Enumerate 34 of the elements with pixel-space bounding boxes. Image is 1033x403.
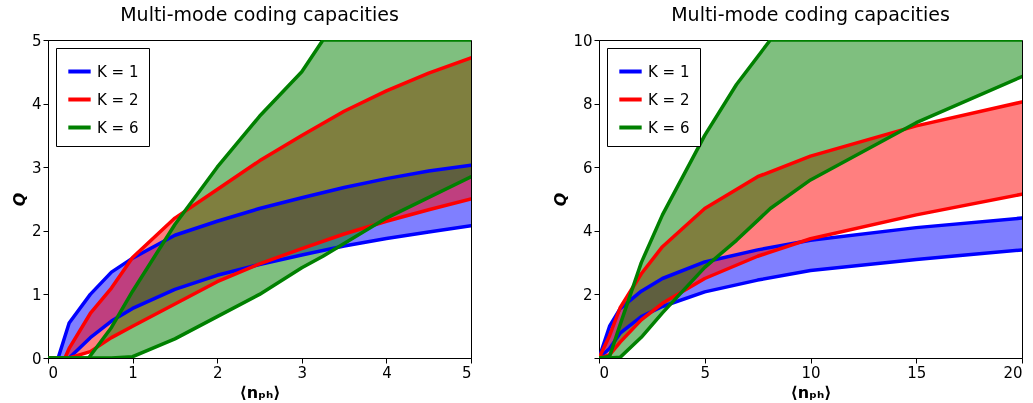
y-tick-label: 4 (31, 95, 42, 114)
y-tick-label: 5 (31, 31, 42, 50)
y-tick-label: 6 (582, 158, 593, 177)
y-axis-title: Q (551, 192, 571, 207)
x-tick-label: 1 (128, 363, 138, 382)
legend-label: K = 2 (97, 90, 139, 109)
legend-label: K = 1 (648, 62, 690, 81)
x-tick-label: 0 (48, 363, 59, 382)
x-tick-label: 5 (461, 363, 472, 382)
x-tick-label: 3 (297, 363, 308, 382)
y-tick-label: 2 (582, 285, 593, 304)
y-tick-label: 4 (582, 222, 593, 241)
x-tick-label: 5 (700, 363, 711, 382)
y-tick-label: 10 (573, 31, 593, 50)
y-tick-label: 1 (31, 285, 42, 304)
x-tick-label: 4 (382, 363, 392, 382)
y-tick-label: 3 (31, 158, 42, 177)
x-axis-title: ⟨nₚₕ⟩ (239, 382, 281, 402)
x-tick-label: 0 (599, 363, 610, 382)
x-axis-title: ⟨nₚₕ⟩ (790, 382, 832, 402)
y-axis-title: Q (9, 192, 29, 207)
x-tick-label: 15 (907, 363, 927, 382)
x-tick-label: 20 (1003, 363, 1023, 382)
legend-label: K = 1 (97, 62, 139, 81)
legend-label: K = 6 (648, 118, 690, 137)
y-tick-label: 2 (31, 222, 42, 241)
y-tick-label: 0 (31, 349, 42, 368)
y-tick-label: 8 (582, 95, 593, 114)
legend-label: K = 6 (97, 118, 139, 137)
x-tick-label: 2 (212, 363, 223, 382)
chart-title: Multi-mode coding capacities (120, 3, 399, 25)
chart-title: Multi-mode coding capacities (671, 3, 950, 25)
legend-label: K = 2 (648, 90, 690, 109)
x-tick-label: 10 (801, 363, 821, 382)
